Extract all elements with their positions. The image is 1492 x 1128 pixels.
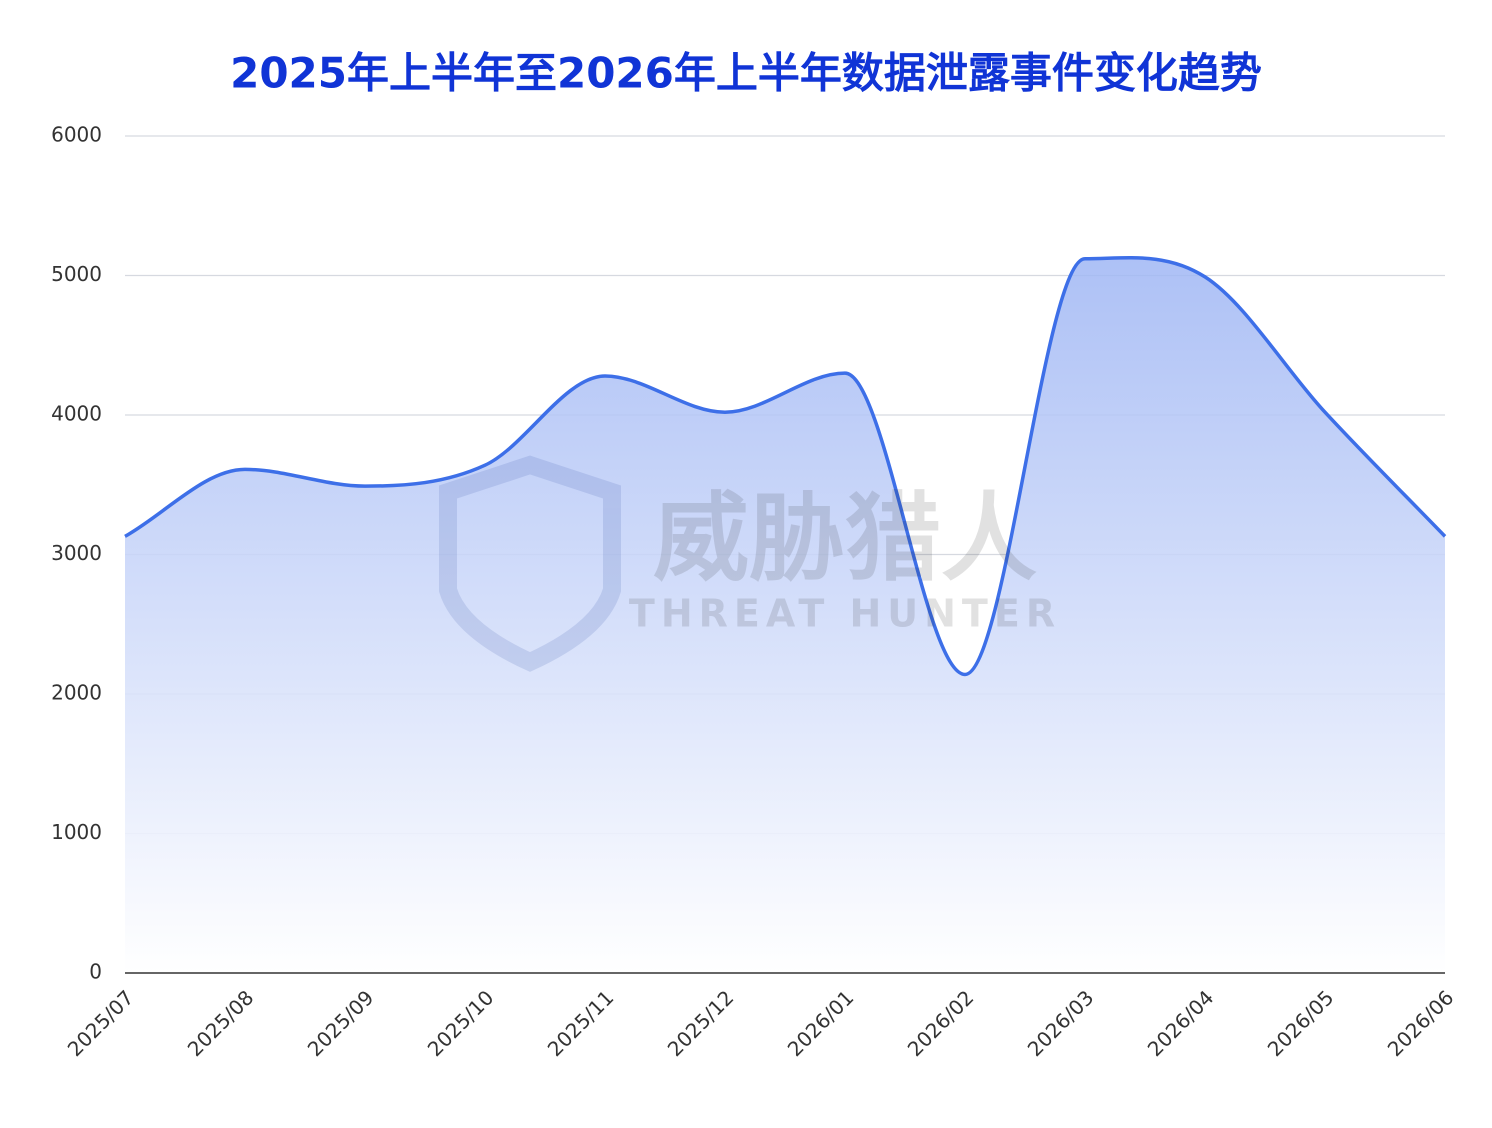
marks bbox=[124, 256, 1447, 974]
y-tick-label: 0 bbox=[89, 960, 102, 984]
x-tick-label: 2026/04 bbox=[1143, 985, 1219, 1061]
x-tick-label: 2025/11 bbox=[543, 985, 619, 1061]
area-fill bbox=[125, 257, 1445, 974]
x-tick-label: 2026/05 bbox=[1263, 985, 1339, 1061]
chart-title: 2025年上半年至2026年上半年数据泄露事件变化趋势 bbox=[230, 49, 1262, 98]
x-tick-label: 2025/09 bbox=[303, 985, 379, 1061]
x-tick-label: 2025/08 bbox=[183, 985, 259, 1061]
x-tick-label: 2026/03 bbox=[1023, 985, 1099, 1061]
x-tick-label: 2025/12 bbox=[663, 985, 739, 1061]
x-tick-label: 2025/07 bbox=[63, 985, 139, 1061]
x-tick-label: 2026/02 bbox=[903, 985, 979, 1061]
area-line bbox=[124, 256, 1447, 677]
watermark-text: 威胁猎人 bbox=[653, 482, 1037, 594]
x-tick-label: 2026/01 bbox=[783, 985, 859, 1061]
y-tick-label: 1000 bbox=[51, 820, 102, 844]
watermark-subtext: THREAT HUNTER bbox=[629, 592, 1061, 636]
watermark: 威胁猎人 THREAT HUNTER bbox=[439, 455, 1061, 672]
y-tick-label: 3000 bbox=[51, 541, 102, 565]
x-tick-label: 2025/10 bbox=[423, 985, 499, 1061]
y-tick-label: 6000 bbox=[51, 123, 102, 147]
watermark-logo bbox=[439, 455, 621, 672]
y-tick-label: 5000 bbox=[51, 262, 102, 286]
y-tick-label: 2000 bbox=[51, 681, 102, 705]
x-tick-label: 2026/06 bbox=[1383, 985, 1459, 1061]
y-tick-label: 4000 bbox=[51, 402, 102, 426]
